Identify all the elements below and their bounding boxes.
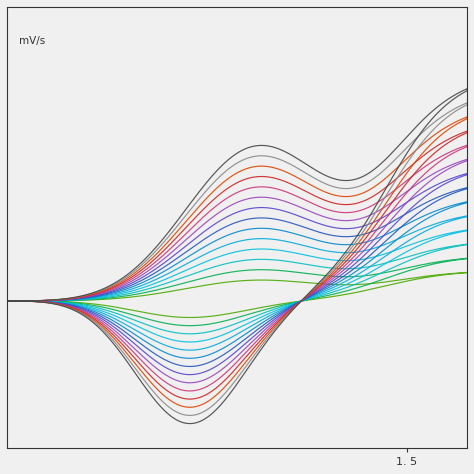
Text: mV/s: mV/s	[19, 36, 45, 46]
